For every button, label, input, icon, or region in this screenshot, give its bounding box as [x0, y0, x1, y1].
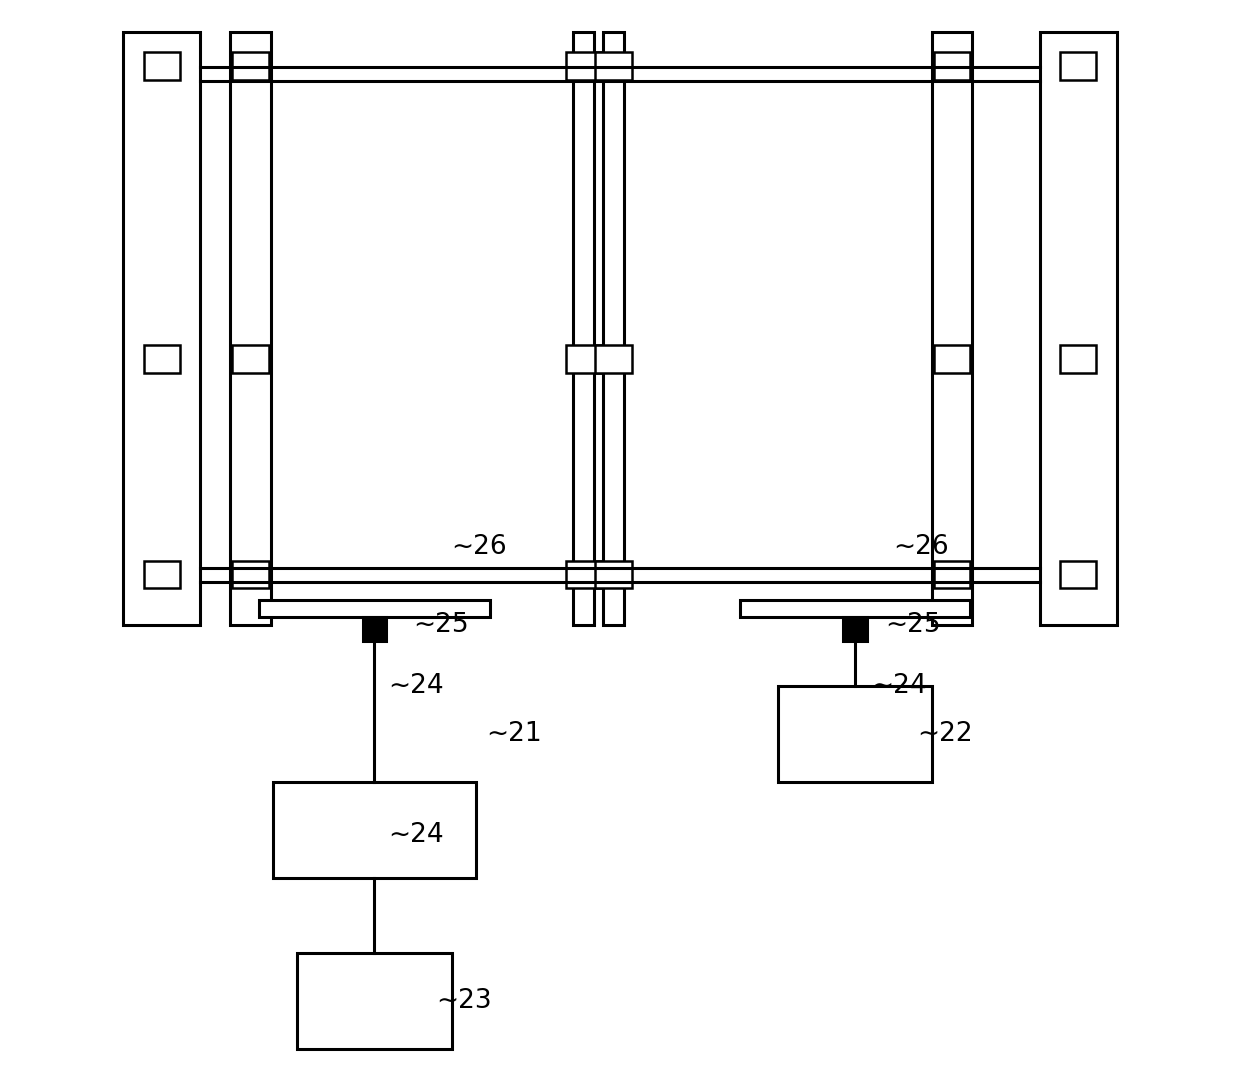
Bar [934, 52, 971, 80]
Bar [777, 686, 932, 782]
Text: ∼24: ∼24 [870, 673, 926, 698]
Bar [1060, 52, 1096, 80]
Bar [144, 561, 180, 588]
Text: ∼24: ∼24 [388, 822, 444, 848]
Text: ∼22: ∼22 [916, 721, 972, 747]
Text: ∼26: ∼26 [893, 534, 949, 560]
Bar [595, 52, 631, 80]
Bar [931, 32, 972, 625]
Bar [123, 32, 201, 625]
Bar [232, 52, 269, 80]
Bar [144, 345, 180, 373]
Bar [1060, 345, 1096, 373]
Text: ∼24: ∼24 [388, 673, 444, 698]
Bar [259, 600, 490, 617]
Bar [595, 561, 631, 588]
Bar [1060, 561, 1096, 588]
Bar [565, 345, 601, 373]
Bar [232, 345, 269, 373]
Bar [273, 782, 476, 878]
Bar [603, 32, 624, 625]
Bar [565, 561, 601, 588]
Bar [144, 52, 180, 80]
Bar [565, 52, 601, 80]
Bar [1039, 32, 1116, 625]
Text: ∼26: ∼26 [451, 534, 507, 560]
Text: ∼23: ∼23 [436, 988, 492, 1014]
Text: ∼25: ∼25 [885, 612, 940, 638]
Bar [232, 561, 269, 588]
Bar [573, 32, 594, 625]
Bar [296, 953, 451, 1049]
Bar [362, 617, 386, 641]
Text: ∼21: ∼21 [486, 721, 542, 747]
Bar [231, 32, 270, 625]
Bar [934, 561, 971, 588]
Bar [934, 345, 971, 373]
Bar [739, 600, 971, 617]
Bar [843, 617, 867, 641]
Text: ∼25: ∼25 [413, 612, 469, 638]
Bar [595, 345, 631, 373]
